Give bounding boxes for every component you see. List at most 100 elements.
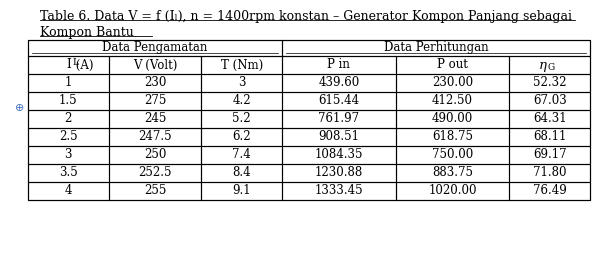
Bar — [28, 74, 109, 92]
Text: 4.2: 4.2 — [232, 95, 251, 108]
Text: T (Nm): T (Nm) — [221, 59, 263, 72]
Bar — [282, 92, 396, 110]
Bar — [28, 146, 109, 164]
Text: 64.31: 64.31 — [533, 112, 566, 125]
Text: 2.5: 2.5 — [59, 131, 77, 144]
Bar — [28, 92, 109, 110]
Text: 8.4: 8.4 — [232, 166, 251, 180]
Bar — [282, 110, 396, 128]
Bar — [201, 110, 282, 128]
Bar — [109, 56, 201, 74]
Bar — [509, 92, 590, 110]
Bar — [109, 164, 201, 182]
Text: 245: 245 — [144, 112, 166, 125]
Bar — [396, 146, 509, 164]
Bar — [282, 128, 396, 146]
Text: 76.49: 76.49 — [533, 185, 566, 197]
Text: ⊕: ⊕ — [15, 103, 25, 113]
Text: V (Volt): V (Volt) — [133, 59, 177, 72]
Text: (A): (A) — [73, 59, 94, 72]
Bar — [201, 146, 282, 164]
Text: 3: 3 — [238, 76, 246, 89]
Bar — [201, 128, 282, 146]
Text: 4: 4 — [65, 185, 72, 197]
Text: 618.75: 618.75 — [432, 131, 473, 144]
Bar — [396, 110, 509, 128]
Text: 247.5: 247.5 — [138, 131, 172, 144]
Text: 1230.88: 1230.88 — [315, 166, 363, 180]
Bar — [109, 74, 201, 92]
Bar — [396, 164, 509, 182]
Text: P in: P in — [327, 59, 350, 72]
Text: 439.60: 439.60 — [318, 76, 359, 89]
Text: L: L — [73, 58, 79, 67]
Text: 52.32: 52.32 — [533, 76, 566, 89]
Text: 1084.35: 1084.35 — [315, 148, 363, 161]
Bar — [201, 182, 282, 200]
Bar — [201, 164, 282, 182]
Text: 230.00: 230.00 — [432, 76, 473, 89]
Bar — [509, 182, 590, 200]
Bar — [282, 182, 396, 200]
Bar — [396, 128, 509, 146]
Text: 615.44: 615.44 — [318, 95, 359, 108]
Text: 883.75: 883.75 — [432, 166, 473, 180]
Text: 68.11: 68.11 — [533, 131, 566, 144]
Bar — [201, 56, 282, 74]
Bar — [396, 92, 509, 110]
Text: P out: P out — [437, 59, 468, 72]
Bar — [282, 74, 396, 92]
Text: I: I — [66, 59, 71, 72]
Text: 1: 1 — [65, 76, 72, 89]
Bar — [109, 146, 201, 164]
Text: η: η — [538, 59, 547, 72]
Text: 3.5: 3.5 — [59, 166, 77, 180]
Text: 69.17: 69.17 — [533, 148, 566, 161]
Text: 230: 230 — [144, 76, 166, 89]
Bar — [109, 128, 201, 146]
Bar — [28, 40, 282, 56]
Text: 412.50: 412.50 — [432, 95, 473, 108]
Text: 275: 275 — [144, 95, 166, 108]
Text: 255: 255 — [144, 185, 166, 197]
Bar — [109, 110, 201, 128]
Bar — [28, 110, 109, 128]
Bar — [509, 110, 590, 128]
Bar — [109, 92, 201, 110]
Text: G: G — [548, 64, 555, 73]
Bar — [509, 164, 590, 182]
Text: Kompon Bantu: Kompon Bantu — [40, 26, 134, 39]
Text: 67.03: 67.03 — [533, 95, 566, 108]
Text: 252.5: 252.5 — [139, 166, 172, 180]
Text: 250: 250 — [144, 148, 166, 161]
Text: 1020.00: 1020.00 — [428, 185, 477, 197]
Bar — [396, 182, 509, 200]
Text: Data Pengamatan: Data Pengamatan — [102, 42, 208, 54]
Bar — [282, 56, 396, 74]
Bar — [201, 92, 282, 110]
Bar — [509, 56, 590, 74]
Text: 71.80: 71.80 — [533, 166, 566, 180]
Bar — [282, 164, 396, 182]
Bar — [396, 56, 509, 74]
Text: 761.97: 761.97 — [318, 112, 359, 125]
Bar — [509, 146, 590, 164]
Text: 750.00: 750.00 — [432, 148, 473, 161]
Bar — [28, 182, 109, 200]
Bar — [28, 56, 109, 74]
Text: 1.5: 1.5 — [59, 95, 77, 108]
Text: 3: 3 — [65, 148, 72, 161]
Text: 1333.45: 1333.45 — [315, 185, 363, 197]
Text: 908.51: 908.51 — [318, 131, 359, 144]
Bar — [282, 146, 396, 164]
Text: 2: 2 — [65, 112, 72, 125]
Bar — [509, 74, 590, 92]
Text: 6.2: 6.2 — [232, 131, 251, 144]
Bar — [509, 128, 590, 146]
Text: 490.00: 490.00 — [432, 112, 473, 125]
Bar — [396, 74, 509, 92]
Bar — [28, 40, 590, 200]
Text: Data Perhitungan: Data Perhitungan — [384, 42, 488, 54]
Text: 5.2: 5.2 — [232, 112, 251, 125]
Text: 9.1: 9.1 — [232, 185, 251, 197]
